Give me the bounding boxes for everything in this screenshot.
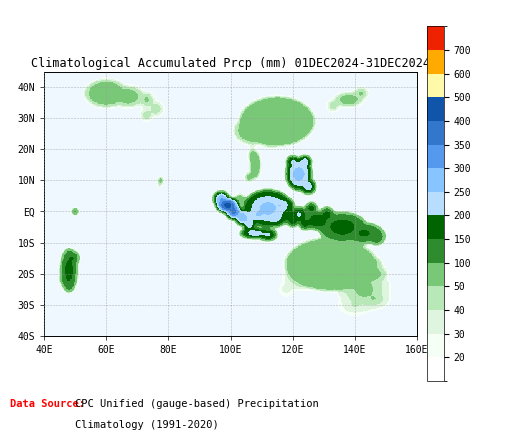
Title: Climatological Accumulated Prcp (mm) 01DEC2024-31DEC2024: Climatological Accumulated Prcp (mm) 01D… xyxy=(31,57,430,71)
Text: Data Source:: Data Source: xyxy=(10,399,85,409)
Text: CPC Unified (gauge-based) Precipitation: CPC Unified (gauge-based) Precipitation xyxy=(75,399,319,409)
Text: Climatology (1991-2020): Climatology (1991-2020) xyxy=(75,420,219,431)
